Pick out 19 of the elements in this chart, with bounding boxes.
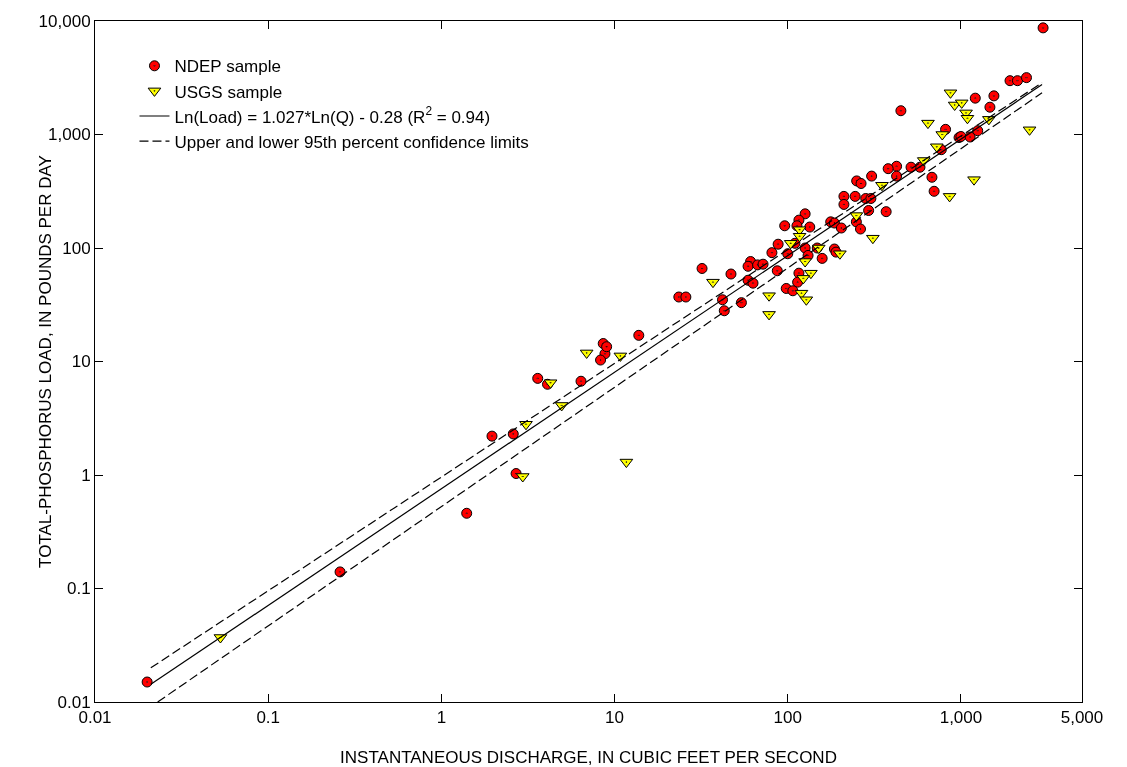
legend-label: Upper and lower 95th percent confidence limits [174, 132, 529, 152]
x-tick-label: 100 [773, 708, 802, 728]
x-tick-label: 1,000 [939, 708, 983, 728]
y-tick-label: 10,000 [38, 11, 91, 31]
y-tick-label: 1,000 [48, 125, 91, 145]
y-tick-label: 1 [81, 465, 91, 485]
y-tick-label: 100 [62, 238, 91, 258]
x-tick-label: 1 [436, 708, 447, 728]
y-tick-label: 0.01 [57, 692, 91, 712]
legend-label: NDEP sample [174, 57, 281, 77]
x-axis-title: INSTANTANEOUS DISCHARGE, IN CUBIC FEET PER SECOND [340, 748, 837, 767]
x-tick-label: 5,000 [1060, 708, 1104, 728]
x-tick-label: 10 [605, 708, 625, 728]
y-tick-label: 10 [71, 352, 91, 372]
x-tick-label: 0.1 [256, 708, 281, 728]
y-tick-label: 0.1 [66, 579, 91, 599]
legend-label: Ln(Load) = 1.027*Ln(Q) - 0.28 (R$^{2}$ = 0.94) [174, 104, 491, 127]
y-axis-title: TOTAL-PHOSPHORUS LOAD, IN POUNDS PER DAY [36, 155, 55, 568]
legend-label: USGS sample [174, 82, 283, 102]
